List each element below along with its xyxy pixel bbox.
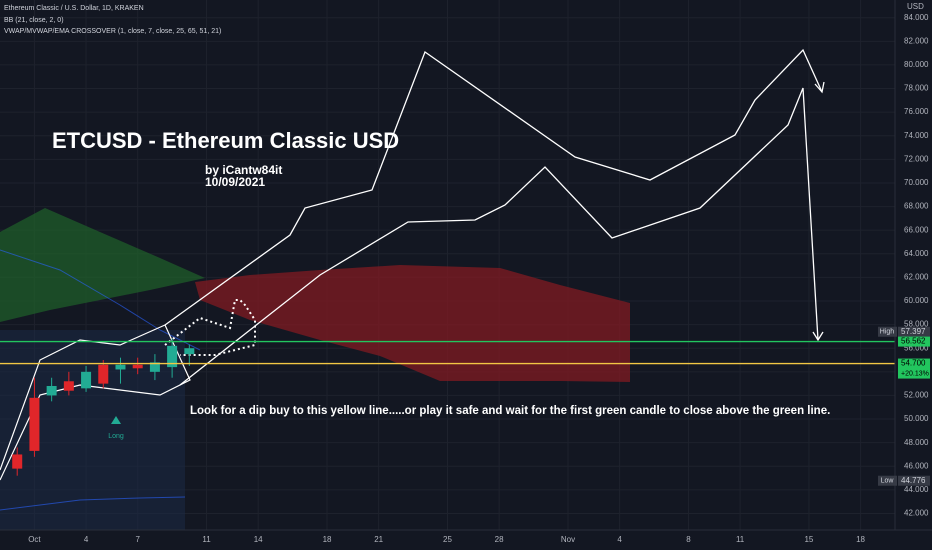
candle-body	[46, 385, 57, 396]
candle-body	[98, 364, 109, 384]
price-name: Low	[881, 478, 895, 485]
x-tick-label: 28	[495, 535, 504, 544]
x-tick-label: 7	[135, 535, 140, 544]
x-tick-label: 18	[856, 535, 865, 544]
price-box	[898, 475, 930, 486]
candle-body	[167, 345, 178, 368]
x-tick-label: 4	[84, 535, 89, 544]
y-tick-label: 58.000	[904, 320, 929, 329]
plot	[0, 338, 895, 476]
x-tick-label: Oct	[28, 535, 41, 544]
annotation: Look for a dip buy to this yellow line..…	[190, 405, 830, 417]
indicator: VWAP/MVWAP/EMA CROSSOVER (1, close, 7, c…	[4, 28, 221, 35]
price-box	[898, 336, 930, 347]
x-tick-label: 18	[323, 535, 332, 544]
y-tick-label: 64.000	[904, 249, 929, 258]
y-tick-label: 50.000	[904, 414, 929, 423]
projection-lower	[179, 87, 819, 386]
price-label: 57.397	[901, 327, 926, 336]
price-label: 56.562	[901, 337, 926, 346]
chart-subtitle: by iCantw84it	[205, 163, 282, 177]
dotted-path	[164, 299, 256, 356]
x-tick-label: 14	[254, 535, 263, 544]
y-tick-label: 82.000	[904, 36, 929, 45]
price-label: 44.776	[901, 476, 926, 485]
y-tick-label: 80.000	[904, 60, 929, 69]
y-tick-label: 60.000	[904, 296, 929, 305]
x-tick-label: 11	[736, 535, 745, 544]
price-box	[898, 358, 930, 379]
x-tick-label: 4	[617, 535, 622, 544]
red-cloud	[195, 265, 630, 382]
x-tick-label: 21	[374, 535, 383, 544]
candle-body	[115, 364, 126, 370]
candle-body	[132, 364, 143, 369]
price-label: 54.700	[901, 359, 926, 368]
candle-body	[81, 371, 92, 389]
projection-upper	[164, 48, 823, 326]
price-change: +20.13%	[901, 370, 929, 377]
y-tick-label: 74.000	[904, 131, 929, 140]
date-note: 10/09/2021	[205, 175, 265, 189]
y-tick-label: 42.000	[904, 509, 929, 518]
bb-lower	[0, 496, 186, 511]
y-tick-label: 62.000	[904, 273, 929, 282]
axes: 42.00044.00046.00048.00050.00052.00054.0…	[28, 13, 930, 544]
y-tick-label: 48.000	[904, 438, 929, 447]
price-name-box	[878, 326, 897, 337]
price-name: High	[880, 329, 895, 336]
x-tick-label: 25	[443, 535, 452, 544]
arrow-head	[814, 81, 825, 94]
y-tick-label: 46.000	[904, 461, 929, 470]
candle-body	[184, 348, 195, 355]
indicator: BB (21, close, 2, 0)	[4, 17, 64, 24]
y-tick-label: 44.000	[904, 485, 929, 494]
price-name-box	[878, 475, 897, 486]
arrow-head	[812, 331, 824, 342]
candle-body	[29, 397, 40, 451]
x-tick-label: Nov	[561, 535, 575, 544]
bb-upper	[0, 249, 201, 351]
y-tick-label: 68.000	[904, 202, 929, 211]
price-box	[898, 326, 930, 337]
y-unit: USD	[907, 2, 924, 11]
candle-body	[149, 362, 160, 372]
y-tick-label: 52.000	[904, 391, 929, 400]
green-cloud	[0, 208, 205, 322]
x-tick-label: 15	[804, 535, 813, 544]
y-tick-label: 70.000	[904, 178, 929, 187]
chart-title: ETCUSD - Ethereum Classic USD	[52, 128, 399, 153]
long-marker	[111, 416, 121, 424]
y-tick-label: 66.000	[904, 225, 929, 234]
y-tick-label: 72.000	[904, 154, 929, 163]
x-tick-label: 11	[202, 535, 211, 544]
symbol-line: Ethereum Classic / U.S. Dollar, 1D, KRAK…	[4, 5, 144, 12]
long-label: Long	[108, 433, 124, 440]
y-tick-label: 76.000	[904, 107, 929, 116]
y-tick-label: 78.000	[904, 84, 929, 93]
candle-body	[63, 381, 74, 391]
y-tick-label: 84.000	[904, 13, 929, 22]
candle-body	[12, 454, 23, 469]
y-tick-label: 56.000	[904, 343, 929, 352]
x-tick-label: 8	[686, 535, 691, 544]
